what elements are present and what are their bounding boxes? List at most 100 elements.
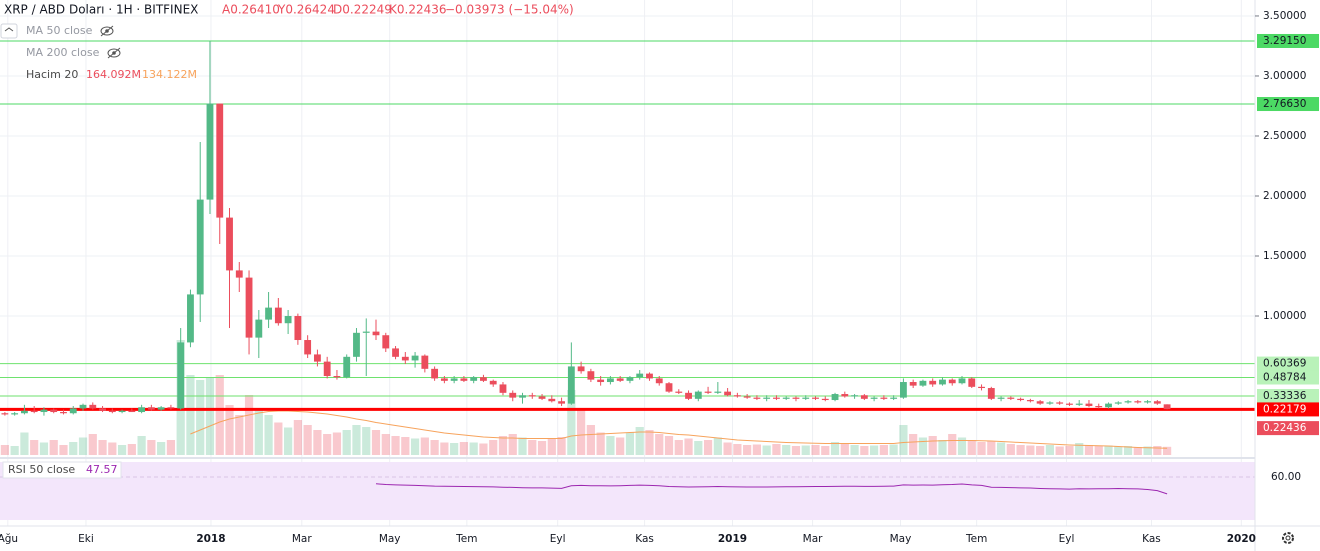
volume-bar — [59, 445, 68, 455]
candle-body — [753, 397, 761, 399]
volume-bar — [274, 422, 283, 455]
x-tick-label: May — [890, 533, 912, 545]
ohlc-low: D0.22249 — [333, 3, 392, 17]
rsi-legend[interactable]: RSI 50 close — [8, 463, 75, 476]
volume-bar — [1075, 443, 1084, 455]
candle-body — [665, 383, 673, 392]
volume-bar — [235, 415, 244, 455]
candle-body — [724, 391, 732, 396]
candle-body — [1163, 404, 1171, 410]
x-tick-label: 2018 — [196, 533, 225, 545]
volume-bar — [244, 395, 254, 455]
candle-body — [470, 377, 478, 381]
x-tick-label: Mar — [292, 533, 312, 545]
volume-bar — [694, 441, 703, 455]
x-tick-label: Kas — [1142, 533, 1161, 545]
volume-bar — [635, 427, 644, 455]
candle-body — [40, 409, 48, 413]
level-label: 0.60369 — [1263, 358, 1306, 370]
hidden-icon[interactable] — [100, 25, 114, 37]
volume-bar — [1006, 444, 1015, 455]
volume-bar — [811, 445, 820, 455]
candle-body — [685, 392, 692, 399]
x-tick-label: 2020 — [1227, 533, 1256, 545]
volume-bar — [547, 439, 556, 455]
candle-body — [431, 368, 439, 379]
volume-bar — [703, 440, 713, 455]
volume-bar — [1084, 445, 1094, 455]
candle-body — [958, 378, 966, 384]
x-tick-label: Tem — [455, 533, 477, 545]
volume-bar — [1045, 445, 1055, 455]
candle-body — [353, 332, 360, 357]
candle-body — [587, 371, 595, 380]
candle-body — [274, 307, 282, 324]
candle-body — [245, 277, 253, 338]
volume-bar — [801, 445, 810, 455]
volume-bar — [1114, 446, 1123, 455]
volume-bar — [420, 437, 429, 455]
candle-body — [323, 361, 331, 377]
settings-icon[interactable] — [1282, 532, 1294, 544]
volume-bar — [186, 375, 195, 455]
level-label: 0.33336 — [1263, 390, 1307, 402]
candle-body — [636, 373, 644, 378]
volume-bar — [733, 444, 742, 455]
candle-body — [128, 410, 136, 413]
volume-bar — [323, 434, 332, 455]
candle-body — [626, 377, 634, 381]
volume-bar — [1094, 446, 1103, 455]
indicator-name[interactable]: MA 50 close — [26, 24, 93, 37]
volume-bar — [10, 446, 19, 455]
candle-body — [968, 378, 976, 387]
y-tick-label: 3.50000 — [1263, 10, 1306, 22]
volume-bar — [1036, 446, 1045, 455]
collapse-icon — [4, 27, 14, 32]
candle-body — [157, 407, 165, 410]
volume-bar — [957, 437, 967, 455]
last-price-box — [1257, 421, 1319, 436]
y-tick-label: 2.50000 — [1263, 130, 1306, 142]
candle-body — [899, 382, 907, 398]
volume-bar — [469, 442, 478, 455]
rsi-value: 47.57 — [86, 463, 118, 476]
candle-body — [235, 270, 243, 278]
volume-bar — [772, 444, 781, 455]
candle-body — [802, 397, 810, 399]
volume-bar — [371, 430, 381, 455]
volume-bar — [108, 442, 117, 455]
volume-bar — [362, 427, 371, 455]
candle-body — [392, 348, 399, 357]
volume-bar — [840, 444, 849, 455]
candle-body — [1124, 401, 1132, 403]
candle-body — [421, 355, 429, 369]
volume-bar — [1104, 445, 1113, 455]
candle-body — [226, 217, 233, 271]
candle-body — [821, 398, 829, 401]
candle-body — [1134, 401, 1142, 403]
candle-body — [704, 391, 712, 393]
volume-bar — [537, 441, 547, 455]
x-tick-label: Eki — [78, 533, 94, 545]
last-price-label: 0.22436 — [1263, 422, 1307, 434]
volume-bar — [352, 425, 361, 455]
indicator-name[interactable]: MA 200 close — [26, 46, 100, 59]
candle-body — [792, 397, 800, 399]
level-label-box — [1257, 402, 1319, 417]
volume-bar — [918, 437, 928, 455]
candle-body — [187, 294, 194, 343]
volume-bar — [313, 430, 322, 455]
candle-body — [773, 397, 780, 399]
y-tick-label: 60.00 — [1271, 471, 1301, 483]
volume-bar — [586, 425, 595, 455]
hidden-icon[interactable] — [107, 47, 121, 59]
volume-bar — [616, 437, 625, 455]
candle-body — [1085, 403, 1093, 407]
collapse-button[interactable] — [0, 23, 18, 39]
volume-bar — [166, 440, 176, 455]
volume-bar — [117, 445, 127, 455]
candle-body — [831, 394, 839, 401]
candle-body — [743, 396, 751, 398]
volume-legend[interactable]: Hacim 20 — [26, 68, 78, 81]
